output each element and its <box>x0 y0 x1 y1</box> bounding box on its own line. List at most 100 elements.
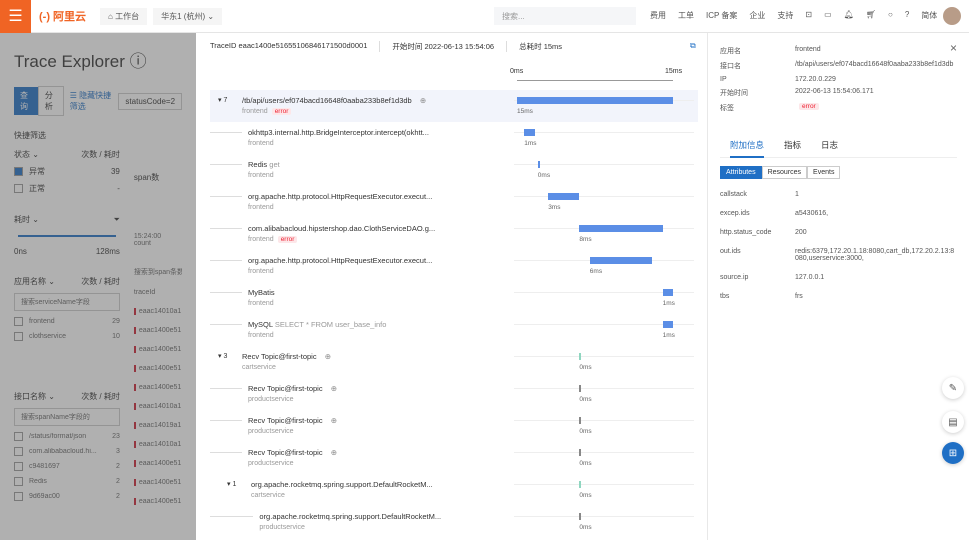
trace-row[interactable]: eaac1400e51 <box>133 460 182 467</box>
menu-icon[interactable]: ☰ <box>0 0 31 33</box>
checkbox[interactable] <box>14 167 23 176</box>
checkbox[interactable] <box>14 432 23 441</box>
nav-link[interactable]: ICP 备案 <box>706 11 738 20</box>
checkbox[interactable] <box>14 447 23 456</box>
span-row[interactable]: Recv Topic@first-topic ⊕ productservice 0m… <box>210 410 698 442</box>
span-row[interactable]: org.apache.http.protocol.HttpRequestExec… <box>210 250 698 282</box>
trace-row[interactable]: eaac1400e51 <box>133 498 182 505</box>
hide-filter-link[interactable]: ☰ 隐藏快捷筛选 <box>69 91 112 111</box>
collapse-toggle[interactable]: ▾ 3 <box>218 353 228 360</box>
span-row[interactable]: org.apache.rocketmq.spring.support.Defau… <box>210 506 698 538</box>
tab-analysis[interactable]: 分析 <box>37 86 64 116</box>
checkbox[interactable] <box>14 332 23 341</box>
span-row[interactable]: MySQL SELECT * FROM user_base_info fronte… <box>210 314 698 346</box>
trace-row[interactable]: eaac14010a1 <box>133 441 182 448</box>
span-duration-bar[interactable] <box>579 449 582 456</box>
chat-icon[interactable]: ▤ <box>942 411 964 433</box>
edit-icon[interactable]: ✎ <box>942 377 964 399</box>
status-label[interactable]: 状态 ⌄ <box>14 150 39 159</box>
span-row[interactable]: Recv Topic@first-topic ⊕ productservice 0m… <box>210 378 698 410</box>
iface-item[interactable]: 9d69ac00 <box>29 493 60 500</box>
bulb-icon[interactable]: ○ <box>888 10 893 19</box>
app-label[interactable]: 应用名称 ⌄ <box>14 277 55 286</box>
app-item[interactable]: frontend <box>29 318 55 325</box>
iface-label[interactable]: 接口名称 ⌄ <box>14 392 55 401</box>
segment-attributes[interactable]: Attributes <box>720 166 762 179</box>
span-row[interactable]: MyBatis frontend 1ms <box>210 282 698 314</box>
nav-link[interactable]: 支持 <box>777 11 794 20</box>
zoom-icon[interactable]: ⊕ <box>330 416 337 425</box>
close-icon[interactable]: × <box>949 41 957 55</box>
trace-row[interactable]: eaac1400e51 <box>133 384 182 391</box>
tab-extra-info[interactable]: 附加信息 <box>730 139 765 158</box>
span-duration-bar[interactable] <box>662 321 673 328</box>
collapse-toggle[interactable]: ▾ 7 <box>218 97 228 104</box>
query-input[interactable]: statusCode=2 <box>118 92 183 110</box>
avatar[interactable] <box>943 7 961 25</box>
bell-icon[interactable]: 🔔︎ <box>843 10 854 19</box>
language-link[interactable]: 简体 <box>921 11 938 20</box>
trace-row[interactable]: eaac1400e51 <box>133 346 182 353</box>
trace-row[interactable]: eaac14010a1 <box>133 308 182 315</box>
zoom-icon[interactable]: ⊕ <box>324 352 331 361</box>
trace-row[interactable]: eaac1400e51 <box>133 479 182 486</box>
help-icon[interactable]: ? <box>904 10 910 19</box>
segment-resources[interactable]: Resources <box>761 166 808 179</box>
span-duration-bar[interactable] <box>579 353 582 360</box>
collapse-toggle[interactable]: ▾ 1 <box>227 481 237 488</box>
span-duration-bar[interactable] <box>548 193 580 200</box>
app-search-input[interactable]: 搜索serviceName字段 <box>14 293 120 311</box>
trace-row[interactable]: eaac1400e51 <box>133 365 182 372</box>
search-input[interactable]: 搜索... <box>494 7 636 25</box>
span-row[interactable]: com.alibabacloud.hipstershop.dao.ClothSe… <box>210 218 698 250</box>
app-item[interactable]: clothservice <box>29 333 66 340</box>
open-external-icon[interactable]: ⧉ <box>690 41 696 50</box>
nav-link[interactable]: 工单 <box>678 11 694 20</box>
region-select[interactable]: 华东1 (杭州) ⌄ <box>153 7 223 25</box>
count-time-toggle[interactable]: 次数 / 耗时 <box>81 277 120 286</box>
filter-icon[interactable]: ⏷ <box>113 214 120 224</box>
nav-link[interactable]: 费用 <box>650 11 666 20</box>
tab-metrics[interactable]: 指标 <box>784 140 802 150</box>
span-row[interactable]: Recv Topic@first-topic ⊕ productservice 0m… <box>210 442 698 474</box>
trace-row[interactable]: eaac14010a1 <box>133 403 182 410</box>
span-row[interactable]: Redis get frontend 0ms <box>210 154 698 186</box>
span-row[interactable]: okhttp3.internal.http.BridgeInterceptor.… <box>210 122 698 154</box>
span-row[interactable]: ▾ 7/tb/api/users/ef074bacd16648f0aaba233… <box>210 90 698 122</box>
checkbox[interactable] <box>14 492 23 501</box>
checkbox[interactable] <box>14 184 23 193</box>
checkbox[interactable] <box>14 317 23 326</box>
trace-row[interactable]: eaac14019a1 <box>133 422 182 429</box>
span-row[interactable]: ▾ 3 Recv Topic@first-topic ⊕ cartservice 0m… <box>210 346 698 378</box>
span-duration-bar[interactable] <box>579 513 582 520</box>
tab-query[interactable]: 查询 <box>14 87 38 115</box>
apps-grid-icon[interactable]: ⊞ <box>942 442 964 464</box>
span-row[interactable]: org.apache.http.protocol.HttpRequestExec… <box>210 186 698 218</box>
span-duration-bar[interactable] <box>589 257 653 264</box>
count-time-toggle[interactable]: 次数 / 耗时 <box>81 392 120 401</box>
span-duration-bar[interactable] <box>537 161 540 168</box>
iface-search-input[interactable]: 搜索spanName字段的 <box>14 408 120 426</box>
span-duration-bar[interactable] <box>579 225 663 232</box>
segment-events[interactable]: Events <box>807 166 841 179</box>
iface-item[interactable]: Redis <box>29 478 47 485</box>
duration-slider[interactable] <box>18 235 116 237</box>
duration-label[interactable]: 耗时 ⌄ <box>14 215 39 224</box>
span-row[interactable]: ▾ 1 org.apache.rocketmq.spring.support.De… <box>210 474 698 506</box>
screen-icon[interactable]: ▭ <box>824 10 832 19</box>
workbench-link[interactable]: ⌂ 工作台 <box>100 7 148 25</box>
span-duration-bar[interactable] <box>524 129 535 136</box>
nav-link[interactable]: 企业 <box>749 11 766 20</box>
modal-overlay[interactable] <box>0 33 196 540</box>
checkbox[interactable] <box>14 477 23 486</box>
span-duration-bar[interactable] <box>662 289 673 296</box>
span-duration-bar[interactable] <box>579 385 582 392</box>
span-duration-bar[interactable] <box>579 417 582 424</box>
checkbox[interactable] <box>14 462 23 471</box>
logo[interactable]: (-) 阿里云 <box>39 11 87 23</box>
zoom-icon[interactable]: ⊕ <box>330 448 337 457</box>
tab-logs[interactable]: 日志 <box>821 140 839 150</box>
span-duration-bar[interactable] <box>579 481 582 488</box>
iface-item[interactable]: c9481697 <box>29 463 60 470</box>
iface-item[interactable]: com.alibabacloud.hi... <box>29 448 97 455</box>
